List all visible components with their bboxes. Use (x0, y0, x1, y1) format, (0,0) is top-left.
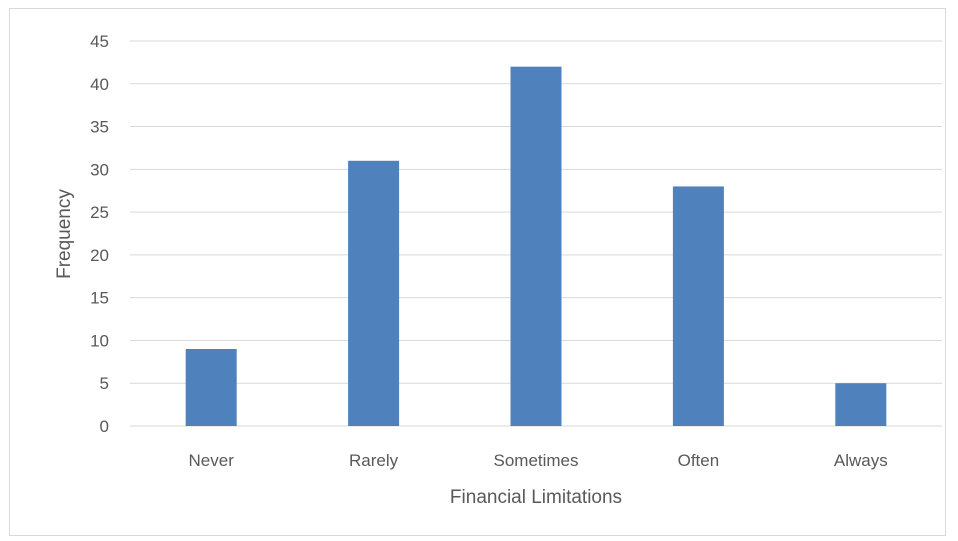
x-axis-title: Financial Limitations (450, 487, 622, 508)
bar-rarely (348, 160, 400, 426)
y-tick-label: 10 (90, 331, 109, 350)
y-tick-label: 20 (90, 246, 109, 265)
y-tick-labels: 0 5 10 15 20 25 30 35 40 45 (90, 32, 109, 436)
y-axis-title: Frequency (54, 189, 75, 279)
x-tick-label: Sometimes (493, 451, 578, 470)
y-tick-label: 25 (90, 203, 109, 222)
y-tick-label: 40 (90, 75, 109, 94)
bar-sometimes (510, 66, 562, 427)
x-tick-label: Always (834, 451, 888, 470)
bar-often (672, 186, 724, 426)
y-tick-label: 15 (90, 289, 109, 308)
x-tick-label: Never (189, 451, 235, 470)
y-tick-label: 30 (90, 160, 109, 179)
x-tick-labels: Never Rarely Sometimes Often Always (189, 451, 888, 470)
bar-never (185, 349, 237, 426)
y-tick-label: 45 (90, 32, 109, 51)
bar-always (835, 383, 887, 426)
chart-frame (9, 8, 946, 536)
bars (185, 66, 887, 427)
x-tick-label: Often (678, 451, 720, 470)
x-tick-label: Rarely (349, 451, 399, 470)
y-tick-label: 35 (90, 118, 109, 137)
y-tick-label: 0 (100, 417, 109, 436)
y-tick-label: 5 (100, 374, 109, 393)
